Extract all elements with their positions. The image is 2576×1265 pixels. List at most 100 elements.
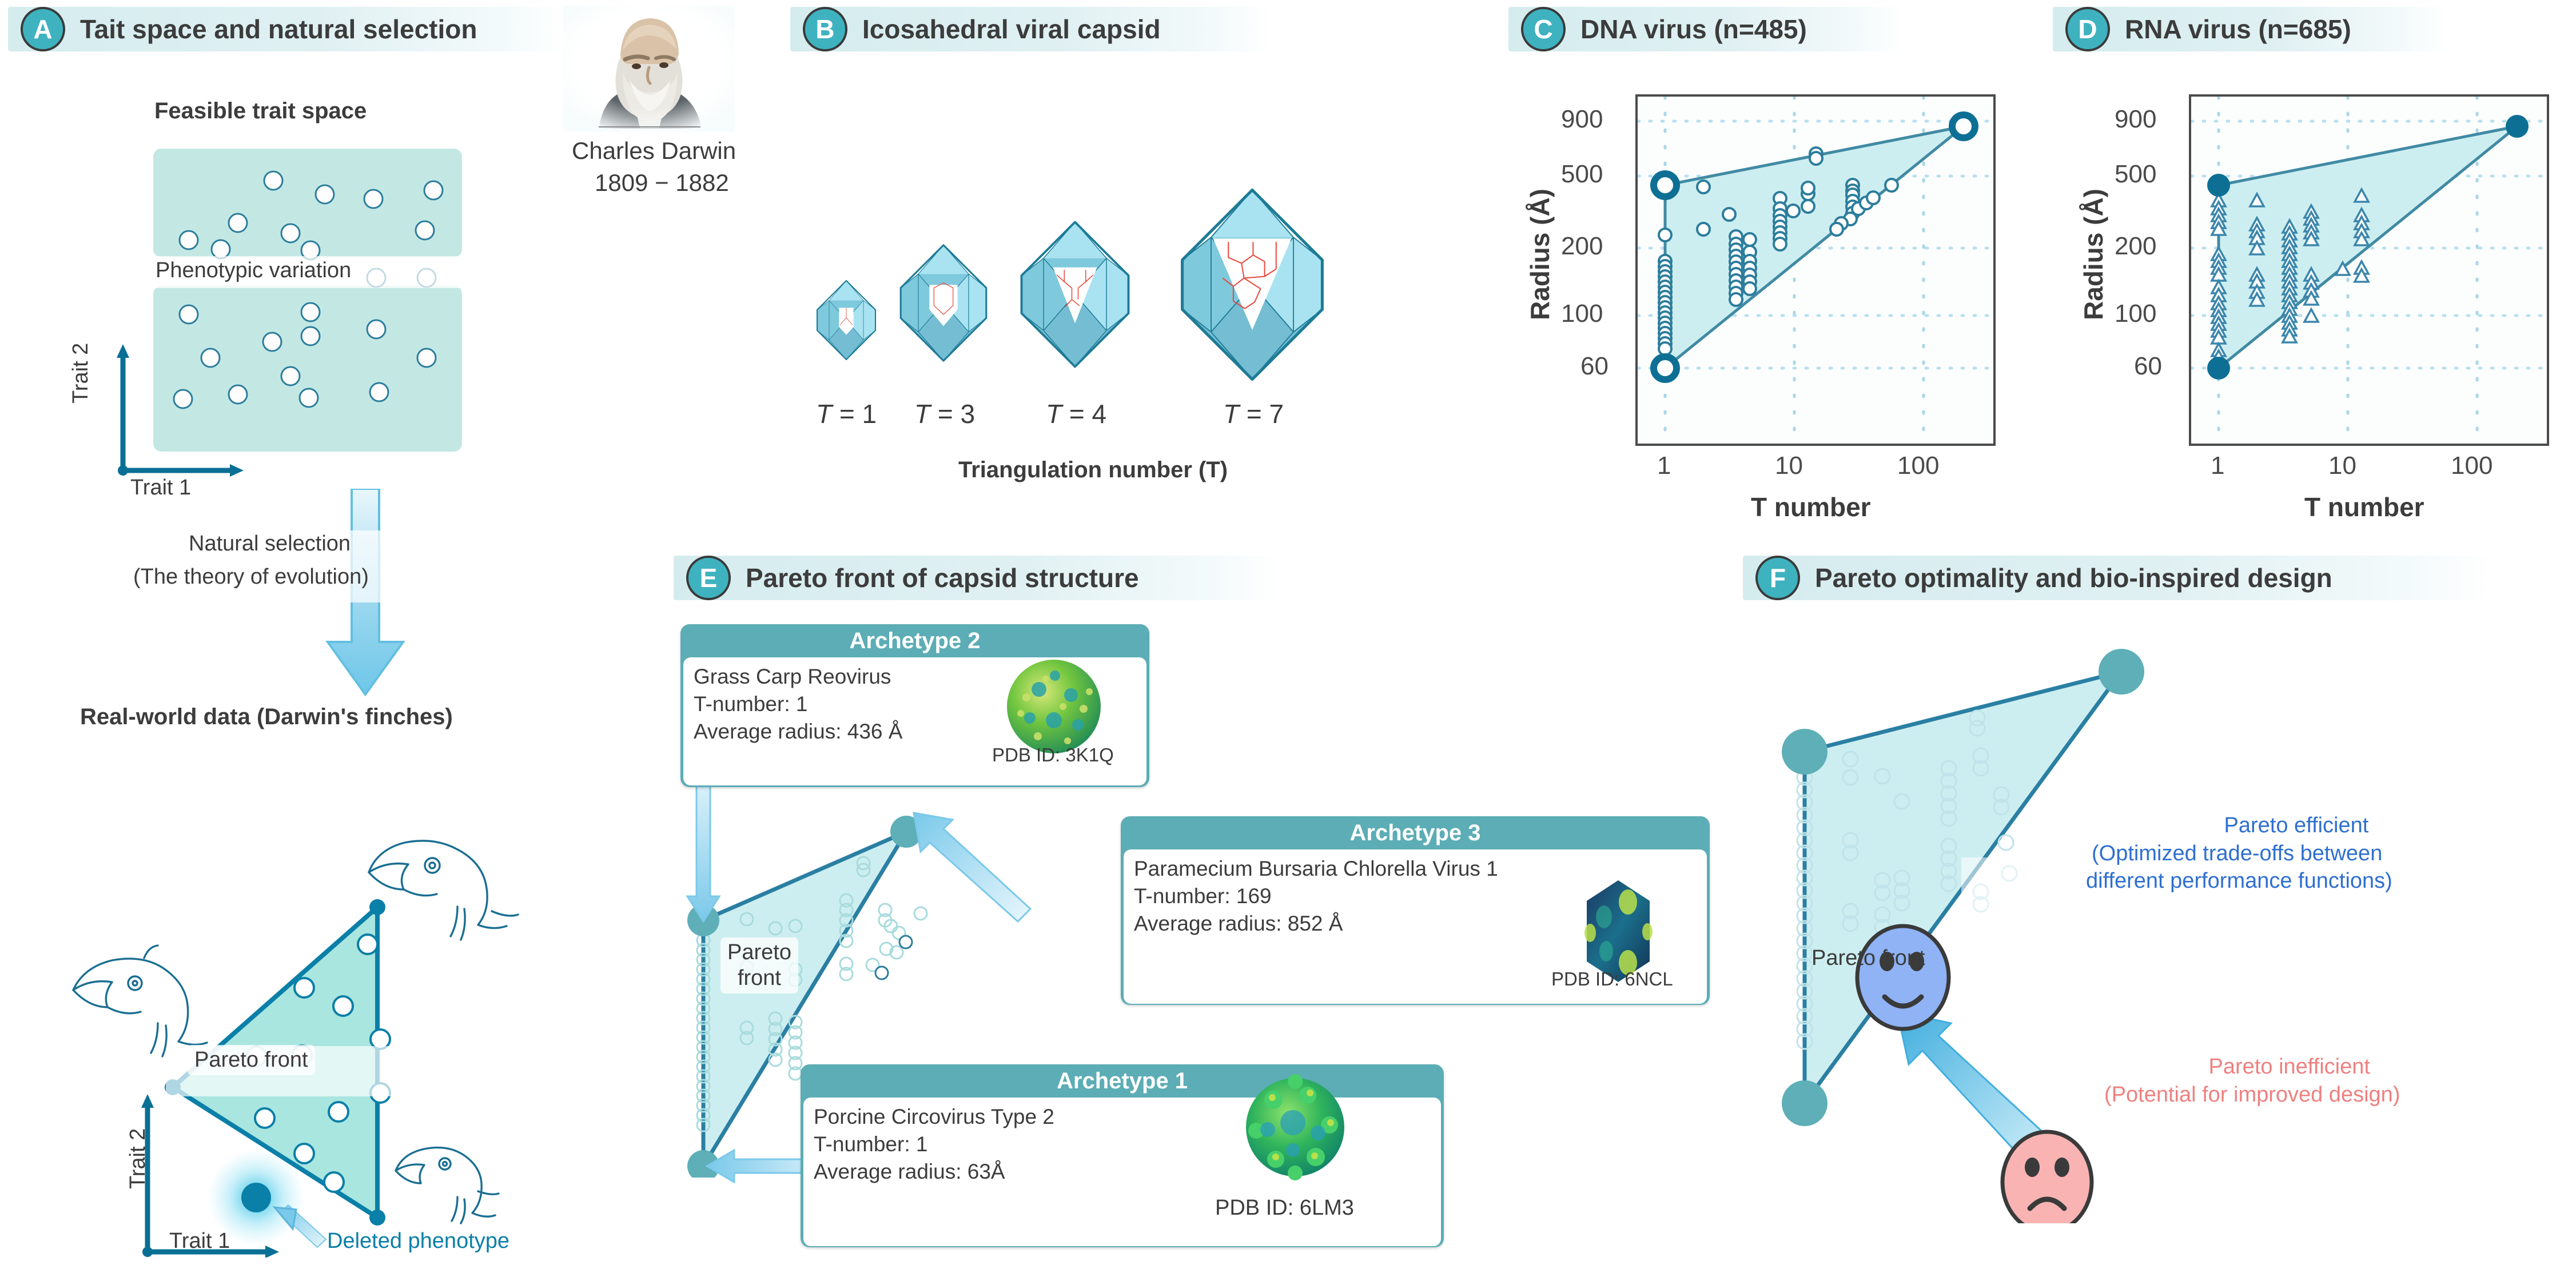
archetype-3-card[interactable]: Archetype 3 Paramecium Bursaria Chlorell… [1121, 816, 1710, 1005]
natural-selection-line2: (The theory of evolution) [133, 565, 369, 589]
pareto-efficient-line1: Pareto efficient [2224, 813, 2369, 837]
triangulation-number-caption: Triangulation number (T) [958, 457, 1228, 482]
panel-c-xlabel: T number [1751, 492, 1871, 522]
archetype-1-card[interactable]: Archetype 1 Porcine Circovirus Type 2 T-… [801, 1064, 1444, 1247]
svg-text:T = 4: T = 4 [1046, 399, 1106, 429]
archetype-3-capsid-image [1584, 880, 1653, 982]
panel-c-ytick-200: 200 [1561, 232, 1603, 260]
panel-c-scatter [1638, 97, 1993, 444]
realworld-title: Real-world data (Darwin's finches) [80, 704, 453, 729]
panel-c-xtick-100: 100 [1897, 452, 1940, 480]
archetype-1-capsid-image [1246, 1074, 1344, 1180]
darwin-finches-plot [72, 840, 519, 1258]
archetype-3-tnumber: T-number: 169 [1134, 884, 1272, 908]
darwin-name: Charles Darwin [572, 137, 736, 164]
natural-selection-line1: Natural selection [189, 532, 351, 556]
pareto-inefficient-line1: Pareto inefficient [2208, 1055, 2370, 1079]
archetype-1-name: Porcine Circovirus Type 2 [814, 1105, 1054, 1128]
darwin-portrait [563, 6, 735, 131]
archetype-2-capsid-image [1007, 660, 1101, 753]
panel-c-title: DNA virus (n=485) [1580, 14, 1807, 44]
archetype-1-body: Porcine Circovirus Type 2 T-number: 1 Av… [803, 1074, 1441, 1246]
pareto-efficient-line3: different performance functions) [2086, 869, 2392, 893]
pareto-inefficient-line2: (Potential for improved design) [2104, 1082, 2400, 1107]
darwin-dates: 1809 − 1882 [595, 169, 729, 196]
panel-d-ytick-60: 60 [2134, 352, 2162, 380]
archetype-2-tnumber: T-number: 1 [694, 692, 808, 716]
panel-c-xtick-1: 1 [1657, 452, 1671, 480]
svg-text:T = 1: T = 1 [816, 399, 877, 429]
phenotypic-variation-label: Phenotypic variation [156, 258, 352, 282]
panel-f-pareto-plot [1782, 649, 2144, 1223]
archetype-2-pdb-id: PDB ID: 3K1Q [992, 744, 1114, 765]
panel-b-badge: B [803, 7, 847, 51]
archetype-3-body: Paramecium Bursaria Chlorella Virus 1 T-… [1124, 849, 1707, 1004]
panel-d-ytick-900: 900 [2115, 105, 2157, 133]
phenotypic-variation-band [137, 256, 483, 288]
archetype-3-header: Archetype 3 [1349, 820, 1481, 845]
archetype-3-radius: Average radius: 852 Å [1134, 912, 1343, 936]
pareto-efficient-line2: (Optimized trade-offs between [2092, 841, 2383, 865]
panel-d-ylabel: Radius (Å) [2079, 189, 2108, 320]
trait2-label-upper: Trait 2 [69, 342, 93, 404]
archetype-2-radius: Average radius: 436 Å [694, 720, 903, 744]
panel-d-header: D RNA virus (n=685) [2053, 7, 2447, 51]
panel-f-pareto-front-label: Pareto front [1811, 946, 1925, 970]
trait2-label-lower: Trait 2 [126, 1128, 150, 1189]
panel-f-header: F Pareto optimality and bio-inspired des… [1743, 556, 2492, 600]
feasible-trait-space-upper [153, 149, 462, 257]
archetype-1-radius: Average radius: 63Å [814, 1160, 1005, 1184]
panel-a-badge: A [21, 7, 65, 51]
panel-e-title: Pareto front of capsid structure [746, 563, 1139, 593]
natural-selection-textband [106, 530, 517, 602]
panel-c-ytick-60: 60 [1580, 352, 1608, 380]
panel-f-badge: F [1755, 556, 1800, 600]
svg-text:T = 7: T = 7 [1223, 399, 1284, 429]
trait-space-scatter [173, 170, 444, 409]
pareto-inefficient-note: Pareto inefficient (Potential for improv… [2104, 1053, 2400, 1108]
panel-d-xtick-10: 10 [2328, 452, 2356, 480]
panel-a-header: A Tait space and natural selection [8, 7, 566, 51]
pareto-front-line2: front [737, 965, 781, 990]
panel-c-header: C DNA virus (n=485) [1508, 7, 1903, 51]
panel-d-ytick-500: 500 [2115, 160, 2157, 188]
archetype-1-tnumber: T-number: 1 [814, 1132, 928, 1156]
panel-c-ytick-900: 900 [1561, 105, 1603, 133]
archetype-2-card[interactable]: Archetype 2 Grass Carp Reovirus T-number… [680, 624, 1149, 787]
pareto-efficient-note: Pareto efficient (Optimized trade-offs b… [2086, 812, 2392, 895]
panel-d-ytick-200: 200 [2115, 232, 2157, 260]
archetype-2-name: Grass Carp Reovirus [694, 665, 891, 688]
panel-b-header: B Icosahedral viral capsid [790, 7, 1271, 51]
panel-a-pareto-front-label: Pareto front [188, 1045, 315, 1075]
icosahedral-capsids: .fL{fill:#a9e3f2}.fM{fill:#7fc9dd}.fD{fi… [816, 188, 1324, 429]
archetype-3-name: Paramecium Bursaria Chlorella Virus 1 [1134, 857, 1498, 880]
panel-e-header: E Pareto front of capsid structure [674, 556, 1280, 600]
panel-b-title: Icosahedral viral capsid [862, 14, 1161, 44]
feasible-trait-space-title: Feasible trait space [154, 98, 367, 123]
trait1-label-lower: Trait 1 [169, 1229, 230, 1253]
svg-text:T = 3: T = 3 [914, 399, 975, 429]
panel-d-xtick-1: 1 [2211, 452, 2225, 480]
archetype-1-pdb-id: PDB ID: 6LM3 [1215, 1196, 1354, 1220]
archetype-3-pdb-id: PDB ID: 6NCL [1551, 968, 1673, 989]
panel-d-badge: D [2065, 7, 2110, 51]
panel-c-badge: C [1521, 7, 1566, 51]
archetype-2-header: Archetype 2 [849, 628, 981, 653]
panel-d-title: RNA virus (n=685) [2125, 14, 2351, 44]
panel-d-xtick-100: 100 [2451, 452, 2493, 480]
panel-f-title: Pareto optimality and bio-inspired desig… [1815, 563, 2332, 593]
trait1-label-upper: Trait 1 [130, 476, 192, 500]
panel-d-scatter [2191, 97, 2547, 444]
archetype-2-body: Grass Carp Reovirus T-number: 1 Average … [683, 657, 1146, 785]
panel-c-xtick-10: 10 [1775, 452, 1803, 480]
panel-c-ylabel: Radius (Å) [1525, 189, 1555, 320]
panel-c-ytick-500: 500 [1561, 160, 1603, 188]
panel-e-pareto-front-label: Pareto front [720, 937, 798, 993]
trait-axes-upper [117, 344, 244, 477]
panel-c-ytick-100: 100 [1561, 300, 1603, 328]
panel-d-ytick-100: 100 [2115, 300, 2157, 328]
panel-d-xlabel: T number [2304, 492, 2424, 522]
panel-a-title: Tait space and natural selection [80, 14, 477, 44]
deleted-phenotype-label: Deleted phenotype [327, 1229, 510, 1253]
archetype-1-header: Archetype 1 [1057, 1068, 1188, 1094]
